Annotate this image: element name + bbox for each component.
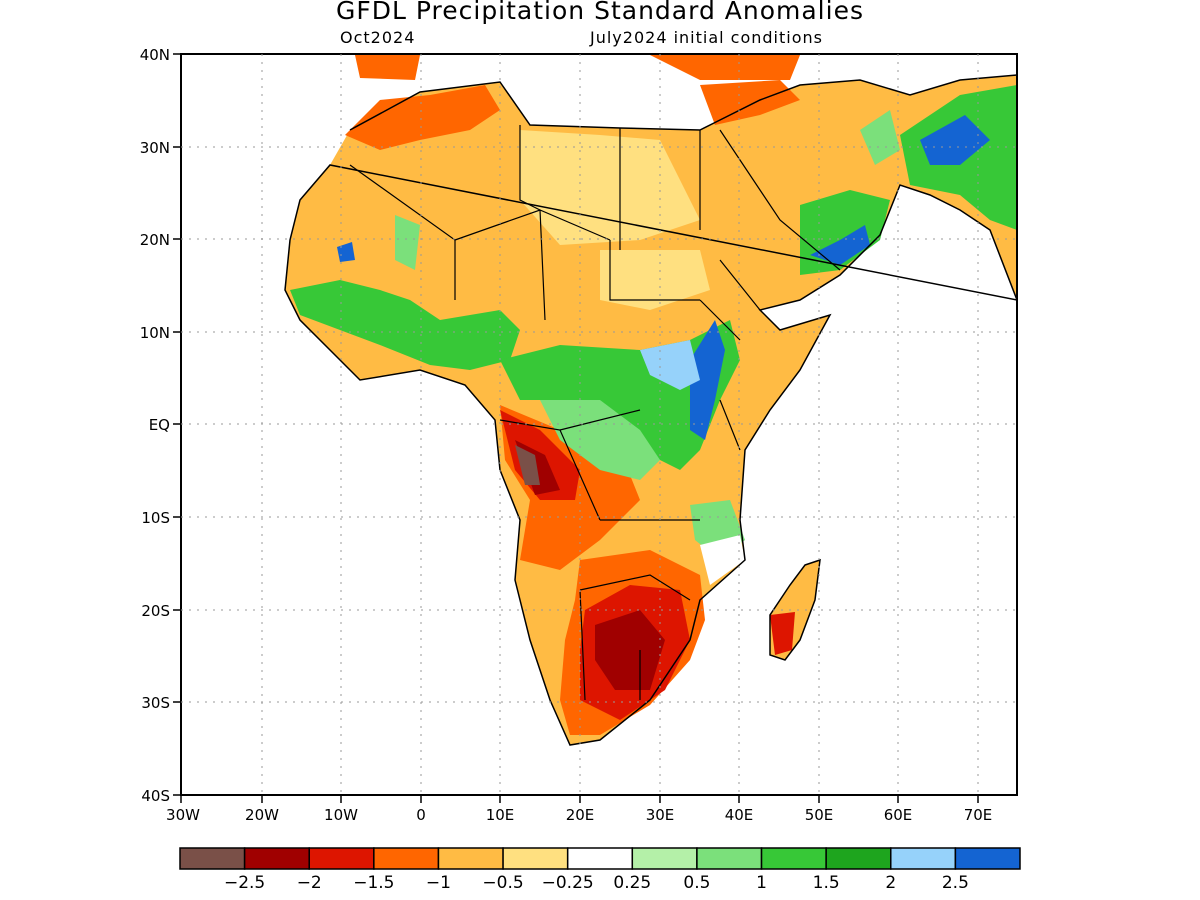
legend-label: −2 bbox=[297, 873, 322, 893]
lat-label: 10S bbox=[141, 509, 170, 527]
legend-swatch bbox=[566, 847, 634, 870]
legend-swatch bbox=[179, 847, 246, 870]
legend-label: −0.25 bbox=[542, 873, 594, 893]
europe-strip-east bbox=[650, 55, 800, 80]
lon-tick-labels: 30W 20W 10W 0 10E 20E 30E 40E 50E 60E 70… bbox=[166, 806, 992, 824]
legend-swatch bbox=[760, 847, 827, 870]
lon-label: 10E bbox=[486, 806, 515, 824]
gridlines bbox=[181, 54, 1017, 795]
southern-africa-dry-extreme bbox=[595, 610, 665, 690]
legend-swatch bbox=[373, 847, 440, 870]
legend-swatch bbox=[825, 847, 892, 870]
lon-label: 70E bbox=[964, 806, 993, 824]
legend-swatch bbox=[308, 847, 375, 870]
lon-label: 20W bbox=[245, 806, 279, 824]
lon-label: 40E bbox=[725, 806, 754, 824]
chart-title: GFDL Precipitation Standard Anomalies bbox=[336, 0, 864, 25]
legend-swatch bbox=[631, 847, 698, 870]
lat-label: 10N bbox=[140, 324, 170, 342]
lon-label: 50E bbox=[805, 806, 834, 824]
lat-label: 30S bbox=[141, 694, 170, 712]
europe-strip bbox=[355, 55, 420, 80]
legend-label: 1.5 bbox=[813, 873, 840, 893]
sahara-light bbox=[520, 130, 700, 245]
legend-swatch bbox=[954, 847, 1021, 870]
lon-label: 60E bbox=[884, 806, 913, 824]
lon-label: 30E bbox=[646, 806, 675, 824]
lat-label: 30N bbox=[140, 139, 170, 157]
legend-label: 2.5 bbox=[942, 873, 969, 893]
maghreb-dry bbox=[345, 85, 500, 150]
legend-label: 0.25 bbox=[613, 873, 651, 893]
lon-label: 20E bbox=[566, 806, 595, 824]
sahel-wet bbox=[290, 280, 520, 370]
legend-swatch bbox=[890, 847, 957, 870]
lon-label: 30W bbox=[166, 806, 200, 824]
legend-label: −2.5 bbox=[224, 873, 265, 893]
iran-wet bbox=[860, 110, 900, 165]
sudan-light bbox=[600, 250, 710, 310]
lon-label: 0 bbox=[416, 806, 426, 824]
madagascar-dry bbox=[770, 612, 795, 655]
lat-tick-labels: 40N 30N 20N 10N EQ 10S 20S 30S 40S bbox=[140, 46, 170, 805]
country-borders bbox=[349, 125, 841, 701]
lon-label: 10W bbox=[324, 806, 358, 824]
coastline bbox=[284, 74, 1017, 746]
lat-label: 40N bbox=[140, 46, 170, 64]
initial-conditions-label: July2024 initial conditions bbox=[590, 28, 823, 47]
angola-dry-peak bbox=[515, 445, 540, 485]
lat-label: EQ bbox=[149, 416, 170, 434]
legend-label: 1 bbox=[756, 873, 767, 893]
legend-swatch bbox=[502, 847, 569, 870]
east-africa-light-blue bbox=[640, 340, 700, 390]
lat-label: 20N bbox=[140, 231, 170, 249]
legend-swatch bbox=[243, 847, 310, 870]
forecast-month: Oct2024 bbox=[340, 28, 416, 47]
legend-label: −1.5 bbox=[353, 873, 394, 893]
legend-label: −1 bbox=[426, 873, 451, 893]
legend-swatch bbox=[437, 847, 504, 870]
se-africa-white bbox=[700, 535, 745, 585]
arabia-dry bbox=[700, 80, 800, 125]
legend-label: 0.5 bbox=[683, 873, 710, 893]
axis-ticks bbox=[173, 53, 979, 803]
west-africa-wet bbox=[395, 215, 420, 270]
lat-label: 20S bbox=[141, 602, 170, 620]
legend-label: 2 bbox=[885, 873, 896, 893]
lat-label: 40S bbox=[141, 787, 170, 805]
arabia-very-wet bbox=[810, 225, 870, 265]
south-asia-very-wet bbox=[920, 115, 990, 165]
central-wet-light bbox=[540, 400, 660, 480]
east-africa-very-wet bbox=[690, 320, 725, 440]
legend-swatch bbox=[696, 847, 763, 870]
legend-label: −0.5 bbox=[482, 873, 523, 893]
